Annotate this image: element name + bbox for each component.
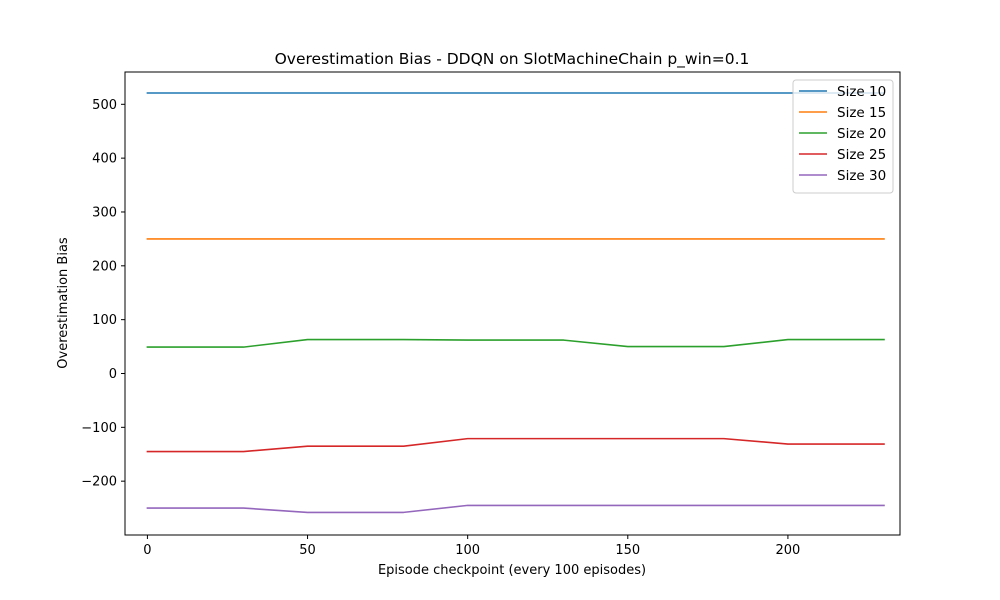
plot-area: [146, 92, 885, 514]
legend-entry-label: Size 15: [837, 105, 886, 121]
chart-title: Overestimation Bias - DDQN on SlotMachin…: [275, 50, 750, 69]
x-tick-label: 0: [143, 543, 151, 558]
y-tick-label: 200: [92, 259, 117, 274]
legend-entry-label: Size 30: [837, 168, 886, 184]
axis-ticks: 0 50 100 150 200 −200 −100 0 100 200 300 400 500: [81, 98, 800, 558]
axes-frame: [124, 71, 901, 536]
series-line-size-20: [146, 338, 885, 348]
legend-entry-label: Size 20: [837, 126, 886, 142]
legend-entry-label: Size 25: [837, 147, 886, 163]
y-tick-label: 300: [92, 205, 117, 220]
legend-box: [792, 79, 894, 194]
legend-entry-label: Size 10: [837, 84, 886, 100]
x-tick-label: 100: [455, 543, 480, 558]
series-line-size-25: [146, 437, 885, 453]
x-tick-label: 150: [615, 543, 640, 558]
y-tick-label: −200: [81, 475, 117, 490]
y-tick-label: −100: [81, 421, 117, 436]
y-tick-label: 400: [92, 152, 117, 167]
y-axis-label: Overestimation Bias: [56, 237, 71, 369]
x-tick-label: 200: [775, 543, 800, 558]
series-line-size-30: [146, 504, 885, 514]
y-tick-label: 100: [92, 313, 117, 328]
legend: Size 10 Size 15 Size 20 Size 25 Size 30: [792, 79, 894, 194]
x-tick-label: 50: [299, 543, 316, 558]
y-tick-label: 500: [92, 98, 117, 113]
y-tick-label: 0: [109, 367, 117, 382]
x-axis-label: Episode checkpoint (every 100 episodes): [378, 563, 646, 578]
